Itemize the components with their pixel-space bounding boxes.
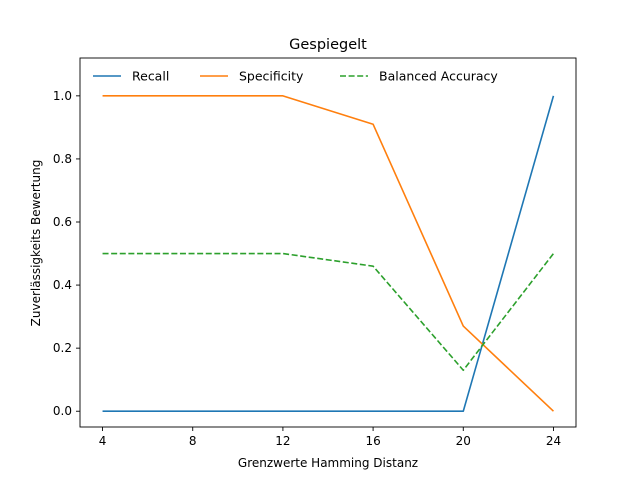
y-tick-label: 0.8 (53, 152, 72, 166)
x-axis-label: Grenzwerte Hamming Distanz (238, 456, 418, 470)
plot-area (102, 95, 555, 413)
legend-label-0: Recall (132, 69, 169, 84)
y-axis-label: Zuverlässigkeits Bewertung (29, 160, 43, 327)
chart-title: Gespiegelt (289, 37, 367, 53)
x-tick-label: 16 (365, 434, 380, 448)
series-line-1 (102, 95, 554, 412)
series-line-0 (102, 95, 555, 413)
x-tick-label: 8 (189, 434, 197, 448)
x-tick-label: 4 (99, 434, 107, 448)
x-tick-label: 24 (546, 434, 561, 448)
y-tick-label: 0.6 (53, 215, 72, 229)
plot-frame (79, 57, 577, 428)
y-tick-label: 1.0 (53, 89, 72, 103)
legend: Recall Specificity Balanced Accuracy (93, 69, 498, 84)
y-tick-label: 0.2 (53, 341, 72, 355)
y-tick-label: 0.0 (53, 404, 72, 418)
x-tick-label: 12 (275, 434, 290, 448)
x-tick-label: 20 (456, 434, 471, 448)
legend-label-1: Specificity (239, 69, 304, 84)
y-tick-label: 0.4 (53, 278, 72, 292)
legend-label-2: Balanced Accuracy (379, 69, 498, 84)
series-line-2 (102, 252, 555, 372)
axes: 4 8 12 16 20 24 0.0 0.2 0.4 0.6 0.8 1.0 (53, 57, 577, 448)
